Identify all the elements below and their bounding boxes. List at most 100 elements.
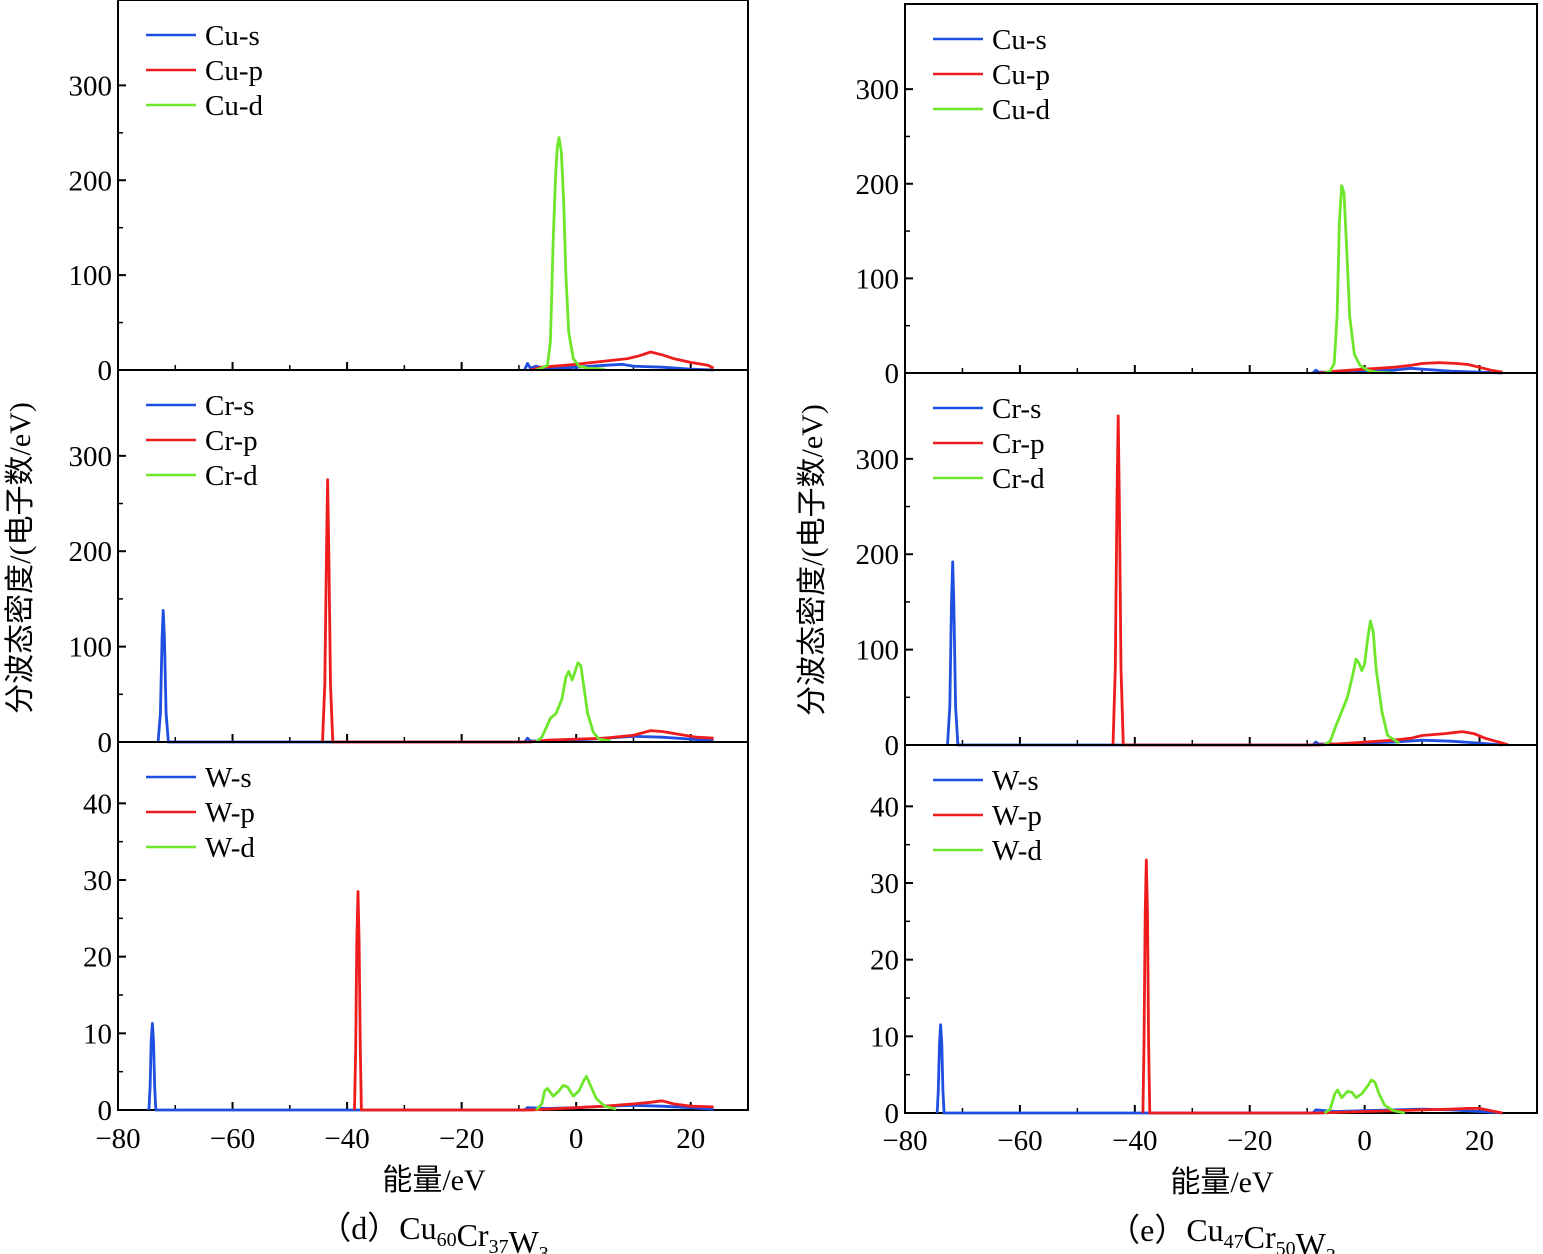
legend-label: W-d (205, 832, 255, 864)
x-tick-label: −80 (882, 1125, 927, 1157)
x-axis-label-e: 能量/eV (1170, 1166, 1274, 1199)
caption-element: Cr (1244, 1219, 1276, 1254)
caption-element: W (1296, 1226, 1327, 1254)
legend-label: W-s (205, 762, 252, 794)
y-tick-label: 200 (856, 539, 900, 571)
x-tick-label: 0 (569, 1123, 584, 1155)
series-w-d (1323, 1078, 1406, 1115)
series-w-s (147, 1022, 714, 1112)
caption-subscript: 3 (539, 1243, 549, 1254)
legend-label: W-s (992, 765, 1039, 797)
caption-element: W (509, 1224, 540, 1254)
legend-label: Cu-d (205, 90, 264, 122)
series-cr-s (156, 609, 714, 744)
panel-w: 0 10 20 30 40 W-sW-pW-d (83, 741, 749, 1127)
series-w-s (935, 1023, 1503, 1115)
y-axis-label-e: 分波态密度/(电子数/eV) (796, 404, 829, 716)
x-tick-label: 20 (676, 1123, 705, 1155)
legend-label: Cu-s (992, 24, 1047, 56)
x-axis-label-d: 能量/eV (382, 1164, 486, 1197)
y-tick-label: 10 (83, 1018, 112, 1050)
y-tick-label: 20 (870, 945, 899, 977)
x-tick-label: −40 (1112, 1125, 1157, 1157)
panel-w: 0 10 20 30 40 W-sW-pW-d (870, 744, 1538, 1130)
series-w-p (1141, 858, 1503, 1115)
caption-e: （e）Cu47Cr50W3 (1108, 1212, 1336, 1254)
y-tick-label: 300 (856, 444, 900, 476)
x-tick-label: −20 (1227, 1125, 1272, 1157)
series-w-d (535, 1074, 617, 1111)
caption-subscript: 3 (1326, 1245, 1336, 1254)
x-tick-label: −60 (997, 1125, 1042, 1157)
legend-label: Cr-p (205, 425, 258, 457)
legend-label: W-p (992, 800, 1042, 832)
series-cu-p (530, 350, 715, 372)
caption-prefix: （e） (1108, 1212, 1186, 1248)
y-tick-label: 300 (69, 70, 113, 102)
series-cr-p (1111, 414, 1509, 747)
caption-subscript: 47 (1224, 1231, 1244, 1253)
caption-subscript: 50 (1276, 1238, 1296, 1254)
x-tick-label: −60 (210, 1123, 255, 1155)
caption-prefix: （d） (319, 1210, 399, 1246)
series-cu-s (523, 362, 714, 372)
caption-element: Cr (457, 1217, 489, 1253)
series-cr-d (1323, 619, 1400, 747)
series-cr-d (535, 661, 611, 744)
series-cu-d (535, 136, 605, 372)
panel-cu: 0 100 200 300 Cu-sCu-pCu-d (69, 0, 749, 387)
legend-label: Cu-s (205, 20, 260, 52)
legend-label: Cr-d (992, 463, 1045, 495)
x-tick-label: −40 (324, 1123, 369, 1155)
y-tick-label: 200 (69, 536, 113, 568)
y-tick-label: 10 (870, 1021, 899, 1053)
caption-element: Cu (1186, 1212, 1223, 1248)
y-tick-label: 100 (856, 263, 900, 295)
legend-label: Cu-p (205, 55, 263, 87)
figure-e: 分波态密度/(电子数/eV) 能量/eV （e）Cu47Cr50W3 01002… (796, 3, 1538, 1254)
legend-label: Cu-p (992, 59, 1050, 91)
legend-label: Cr-s (205, 390, 254, 422)
x-tick-label: 0 (1357, 1125, 1372, 1157)
legend-label: Cr-s (992, 393, 1041, 425)
y-axis-label-d: 分波态密度/(电子数/eV) (4, 402, 37, 714)
y-tick-label: 0 (98, 355, 113, 387)
x-tick-label: −80 (95, 1123, 140, 1155)
x-tick-label: 20 (1465, 1125, 1494, 1157)
caption-subscript: 37 (489, 1236, 509, 1254)
y-tick-label: 100 (69, 260, 113, 292)
y-tick-label: 0 (98, 1095, 113, 1127)
panel-cr: 0 100 200 300 Cr-sCr-pCr-d (69, 369, 749, 759)
y-tick-label: 40 (83, 788, 112, 820)
y-tick-label: 30 (83, 865, 112, 897)
caption-subscript: 60 (437, 1229, 457, 1251)
series-w-p (353, 890, 714, 1112)
y-tick-label: 0 (885, 730, 900, 762)
legend-label: W-p (205, 797, 255, 829)
series-cu-s (1311, 366, 1503, 375)
caption-element: Cu (399, 1210, 436, 1246)
legend-label: Cu-d (992, 94, 1051, 126)
caption-d: （d）Cu60Cr37W3 (319, 1210, 549, 1254)
y-tick-label: 200 (856, 169, 900, 201)
y-tick-label: 30 (870, 868, 899, 900)
legend-label: Cr-p (992, 428, 1045, 460)
panel-cu: 0 100 200 300 Cu-sCu-pCu-d (856, 3, 1538, 390)
y-tick-label: 40 (870, 791, 899, 823)
series-cu-d (1323, 184, 1394, 375)
y-tick-label: 200 (69, 165, 113, 197)
legend-label: W-d (992, 835, 1042, 867)
series-cu-p (1318, 361, 1503, 375)
x-tick-label: −20 (439, 1123, 484, 1155)
panel-cr: 0 100 200 300 Cr-sCr-pCr-d (856, 372, 1538, 762)
y-tick-label: 100 (69, 632, 113, 664)
legend-label: Cr-d (205, 460, 258, 492)
y-tick-label: 0 (885, 358, 900, 390)
y-tick-label: 300 (69, 441, 113, 473)
series-cr-p (321, 478, 714, 744)
y-tick-label: 20 (83, 942, 112, 974)
y-tick-label: 0 (885, 1098, 900, 1130)
y-tick-label: 0 (98, 727, 113, 759)
series-cr-s (946, 560, 1503, 747)
